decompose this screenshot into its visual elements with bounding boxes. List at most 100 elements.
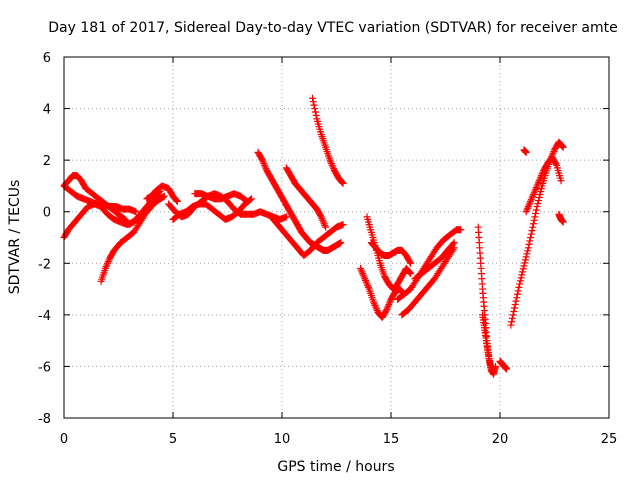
grid [64, 57, 609, 418]
data-point [511, 304, 519, 312]
data-point [385, 301, 393, 309]
data-point [101, 264, 109, 272]
data-point [559, 143, 567, 151]
data-point [524, 204, 532, 212]
data-point [552, 160, 560, 168]
data-point [310, 101, 318, 109]
plot-frame [63, 56, 610, 419]
data-point [527, 234, 535, 241]
data-point [104, 258, 112, 266]
series-arc3 [60, 195, 164, 241]
data-point [364, 282, 372, 290]
data-point [262, 165, 270, 173]
y-tick-label: -4 [38, 309, 51, 324]
series-arc22 [507, 138, 567, 329]
data-point [512, 297, 520, 305]
data-point [259, 158, 267, 166]
chart-title: Day 181 of 2017, Sidereal Day-to-day VTE… [48, 20, 618, 36]
data-point [513, 294, 521, 302]
data-point [529, 223, 537, 231]
y-axis-label: SDTVAR / TECUs [7, 180, 23, 295]
series-arc4 [97, 192, 168, 285]
data-point [359, 270, 367, 278]
data-point [362, 278, 370, 286]
data-point [317, 213, 325, 221]
series-arc15 [367, 239, 415, 267]
data-point [532, 206, 540, 214]
data-point [550, 148, 558, 156]
data-point [337, 239, 345, 247]
data-point [327, 160, 335, 168]
series-arc25 [555, 210, 567, 226]
x-tick-label: 5 [169, 432, 177, 447]
data-point [521, 256, 529, 264]
data-point [522, 208, 530, 216]
y-tick-label: 4 [43, 103, 51, 118]
data-point [386, 297, 394, 305]
data-point [261, 163, 269, 171]
series-arc24 [520, 146, 530, 156]
data-point [311, 105, 319, 113]
data-point [371, 301, 379, 309]
data-point [511, 301, 519, 309]
data-point [405, 268, 413, 276]
data-point [319, 216, 327, 224]
data-point [372, 305, 380, 313]
data-point [522, 253, 530, 261]
series-arc16 [398, 244, 458, 319]
data-point [526, 199, 534, 207]
data-point [558, 142, 566, 150]
data-point [526, 237, 534, 245]
data-point [406, 258, 414, 266]
data-point [339, 221, 347, 229]
data-point [322, 223, 330, 231]
data-point [356, 264, 364, 272]
series-arc20 [474, 223, 495, 376]
data-point [450, 239, 458, 247]
x-tick-label: 0 [60, 432, 68, 447]
data-point [527, 230, 535, 238]
data-point [321, 221, 329, 229]
series-arc23 [522, 154, 565, 216]
data-point [523, 250, 531, 258]
data-point [508, 314, 516, 322]
data-point [311, 108, 319, 116]
data-point [522, 148, 530, 156]
data-point [407, 270, 415, 278]
data-point [487, 368, 495, 376]
data-point [243, 197, 251, 205]
data-point [534, 180, 542, 188]
data-point [309, 98, 317, 106]
data-point [372, 303, 380, 311]
data-point [538, 170, 546, 178]
data-point [383, 306, 391, 314]
data-point [309, 94, 317, 102]
data-point [539, 168, 547, 176]
data-point [515, 283, 523, 291]
data-point [384, 302, 392, 310]
data-point [535, 178, 543, 186]
data-point [532, 209, 540, 217]
data-point [358, 268, 366, 276]
data-point [527, 196, 535, 204]
series-arc14 [363, 213, 415, 293]
data-point [173, 197, 181, 205]
data-point [523, 206, 531, 214]
data-point [338, 178, 346, 186]
y-tick-label: 2 [43, 154, 51, 169]
data-point [242, 197, 250, 205]
data-point [535, 194, 543, 202]
x-tick-label: 10 [274, 432, 291, 447]
data-point [327, 158, 335, 166]
data-point [531, 187, 539, 195]
data-point [535, 197, 543, 205]
data-point [383, 304, 391, 312]
data-point [533, 203, 541, 211]
data-point [525, 240, 533, 248]
data-point [338, 178, 346, 186]
series-arc12 [309, 94, 347, 187]
series-arc21 [496, 357, 511, 373]
x-tick-label: 25 [601, 432, 618, 447]
data-point [532, 184, 540, 192]
